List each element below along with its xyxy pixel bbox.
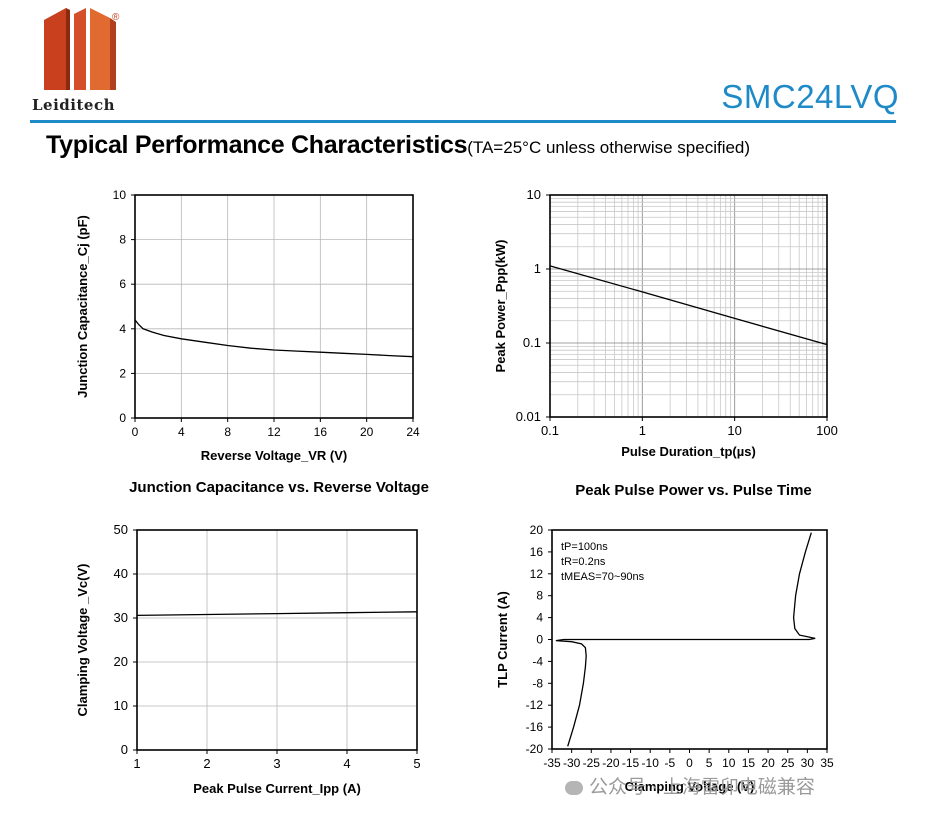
x-tick-label: 10 bbox=[727, 423, 741, 438]
x-tick-label: 0 bbox=[686, 756, 693, 770]
y-axis-label: Peak Power_Ppp(kW) bbox=[493, 240, 508, 373]
x-axis-label: Reverse Voltage_VR (V) bbox=[201, 448, 347, 463]
x-tick-label: 0.1 bbox=[541, 423, 559, 438]
brand-logo: ® bbox=[40, 6, 130, 92]
section-title-text: Typical Performance Characteristics bbox=[46, 131, 468, 159]
x-tick-label: 1 bbox=[133, 756, 140, 771]
x-tick-label: -25 bbox=[583, 756, 601, 770]
y-tick-label: -16 bbox=[526, 720, 544, 734]
part-number: SMC24LVQ bbox=[721, 78, 899, 115]
y-tick-label: -8 bbox=[532, 676, 543, 690]
y-tick-label: 10 bbox=[114, 698, 128, 713]
y-tick-label: 4 bbox=[536, 611, 543, 625]
logo-mark-icon bbox=[44, 8, 116, 90]
series-line bbox=[549, 265, 828, 346]
x-tick-label: 25 bbox=[781, 756, 795, 770]
y-tick-label: 2 bbox=[119, 366, 126, 380]
chart-title: Junction Capacitance vs. Reverse Voltage bbox=[129, 479, 429, 496]
x-tick-label: 10 bbox=[722, 756, 736, 770]
wechat-icon bbox=[565, 780, 583, 795]
y-tick-label: 0 bbox=[121, 742, 128, 757]
y-tick-label: 16 bbox=[530, 545, 544, 559]
y-tick-label: 0 bbox=[536, 633, 543, 647]
x-axis-label: Peak Pulse Current_Ipp (A) bbox=[193, 781, 361, 796]
y-tick-label: 0.1 bbox=[523, 335, 541, 350]
x-tick-label: 1 bbox=[639, 423, 646, 438]
y-tick-label: 20 bbox=[114, 654, 128, 669]
chart-tlp: -35 -30 -25 -20 -15 -10 -5 0 5 10 15 20 25 30 35-20-16… bbox=[495, 523, 834, 794]
x-tick-label: -35 bbox=[543, 756, 561, 770]
y-tick-label: 10 bbox=[113, 188, 127, 202]
y-tick-label: 6 bbox=[119, 277, 126, 291]
y-tick-label: 4 bbox=[119, 322, 126, 336]
y-tick-label: -20 bbox=[526, 742, 544, 756]
y-tick-label: 8 bbox=[536, 589, 543, 603]
x-axis-label: Pulse Duration_tp(µs) bbox=[621, 444, 756, 459]
y-axis-label: Clamping Voltage _Vc(V) bbox=[75, 564, 90, 717]
watermark: 公众号 · 上海雷卯电磁兼容 bbox=[565, 772, 815, 799]
y-tick-label: 8 bbox=[119, 233, 126, 247]
chart-tlp-plot: -35 -30 -25 -20 -15 -10 -5 0 5 10 15 20 25 30 35-20-16… bbox=[495, 523, 834, 794]
x-tick-label: -15 bbox=[622, 756, 640, 770]
series-line bbox=[134, 319, 414, 358]
x-tick-label: 15 bbox=[742, 756, 756, 770]
x-tick-label: 30 bbox=[801, 756, 815, 770]
y-tick-label: 12 bbox=[530, 567, 544, 581]
y-axis-label: TLP Current (A) bbox=[495, 591, 510, 688]
plot-frame bbox=[549, 194, 828, 418]
x-tick-label: -10 bbox=[642, 756, 660, 770]
section-title: Typical Performance Characteristics(TA=2… bbox=[46, 131, 750, 160]
annotation-text: tP=100ns bbox=[561, 541, 608, 553]
y-tick-label: 50 bbox=[114, 522, 128, 537]
annotation-text: tR=0.2ns bbox=[561, 556, 606, 568]
y-tick-label: 40 bbox=[114, 566, 128, 581]
header-divider bbox=[30, 120, 896, 123]
registered-mark: ® bbox=[112, 12, 120, 23]
y-tick-label: 20 bbox=[530, 523, 544, 537]
x-tick-label: -5 bbox=[665, 756, 676, 770]
series-line bbox=[136, 611, 418, 617]
x-tick-label: 4 bbox=[178, 425, 185, 439]
x-tick-label: 100 bbox=[816, 423, 838, 438]
x-tick-label: 5 bbox=[706, 756, 713, 770]
x-tick-label: 4 bbox=[343, 756, 350, 771]
y-tick-label: 30 bbox=[114, 610, 128, 625]
x-tick-label: 20 bbox=[761, 756, 775, 770]
y-tick-label: 1 bbox=[534, 261, 541, 276]
x-tick-label: -20 bbox=[602, 756, 620, 770]
x-tick-label: 20 bbox=[360, 425, 374, 439]
x-tick-label: 0 bbox=[132, 425, 139, 439]
chart-title: Peak Pulse Power vs. Pulse Time bbox=[575, 482, 812, 499]
x-tick-label: 16 bbox=[314, 425, 328, 439]
x-tick-label: 24 bbox=[406, 425, 420, 439]
brand-name: Leiditech bbox=[32, 96, 115, 114]
annotation-text: tMEAS=70~90ns bbox=[561, 571, 645, 583]
y-tick-label: 0.01 bbox=[516, 409, 541, 424]
conditions-text: (TA=25°C unless otherwise specified) bbox=[467, 138, 751, 157]
x-tick-label: 2 bbox=[203, 756, 210, 771]
x-tick-label: 5 bbox=[413, 756, 420, 771]
x-tick-label: 8 bbox=[224, 425, 231, 439]
x-tick-label: -30 bbox=[563, 756, 581, 770]
x-tick-label: 3 bbox=[273, 756, 280, 771]
x-tick-label: 12 bbox=[267, 425, 281, 439]
y-tick-label: 0 bbox=[119, 411, 126, 425]
y-tick-label: 10 bbox=[527, 187, 541, 202]
x-tick-label: 35 bbox=[820, 756, 834, 770]
y-axis-label: Junction Capacitance_Cj (pF) bbox=[75, 215, 90, 398]
watermark-text: 公众号 · 上海雷卯电磁兼容 bbox=[589, 777, 815, 798]
y-tick-label: -12 bbox=[526, 698, 544, 712]
y-tick-label: -4 bbox=[532, 654, 543, 668]
x-axis-label: Clamping Voltage (V) bbox=[625, 779, 755, 794]
series-line bbox=[555, 532, 816, 747]
